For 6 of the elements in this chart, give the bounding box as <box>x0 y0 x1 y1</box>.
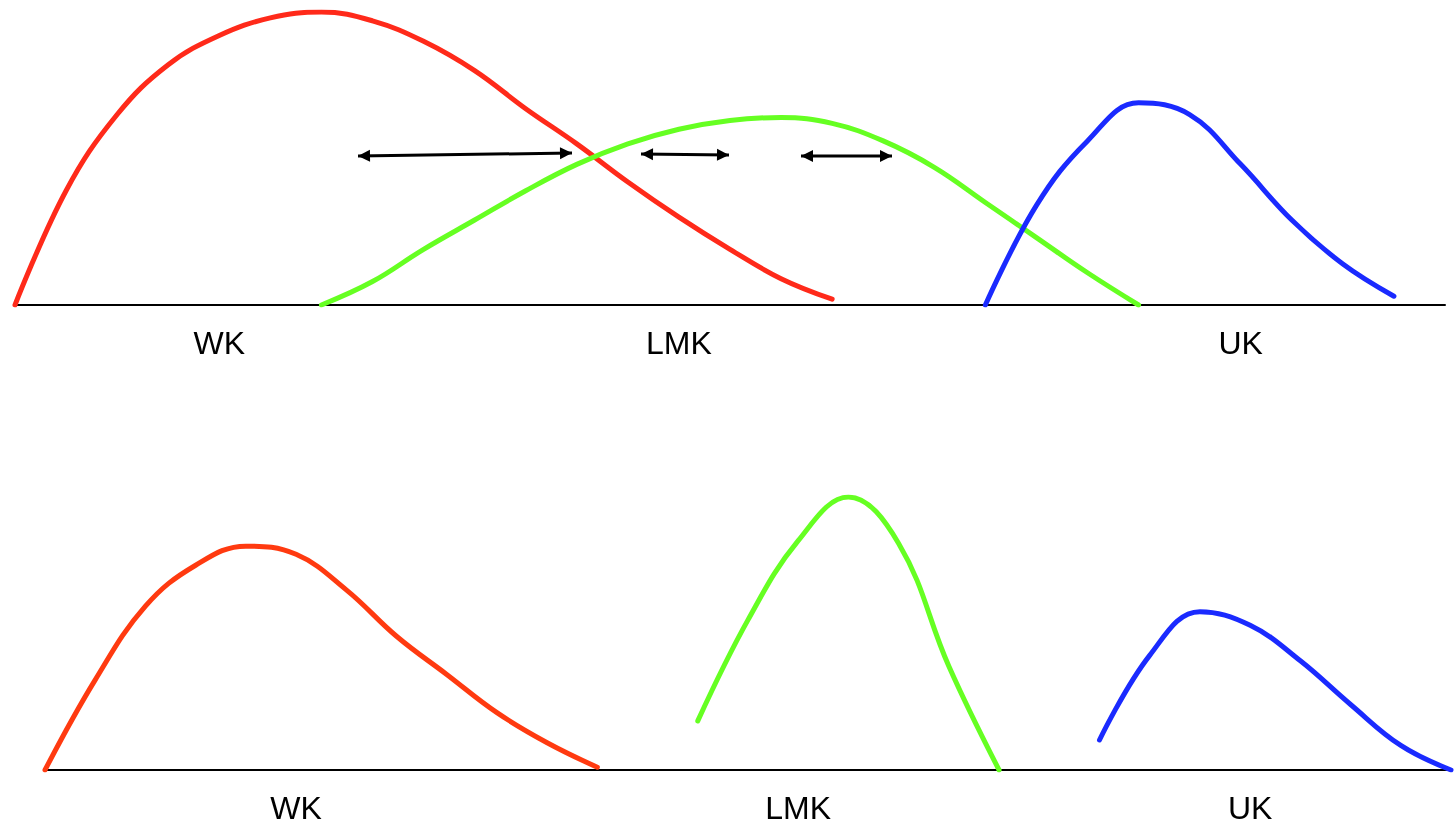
x-tick-label: UK <box>1227 790 1273 826</box>
x-tick-label: WK <box>193 325 246 361</box>
x-tick-label: LMK <box>765 790 832 826</box>
x-tick-label: UK <box>1218 325 1263 361</box>
x-tick-label: LMK <box>646 325 712 361</box>
x-tick-label: WK <box>270 790 322 826</box>
